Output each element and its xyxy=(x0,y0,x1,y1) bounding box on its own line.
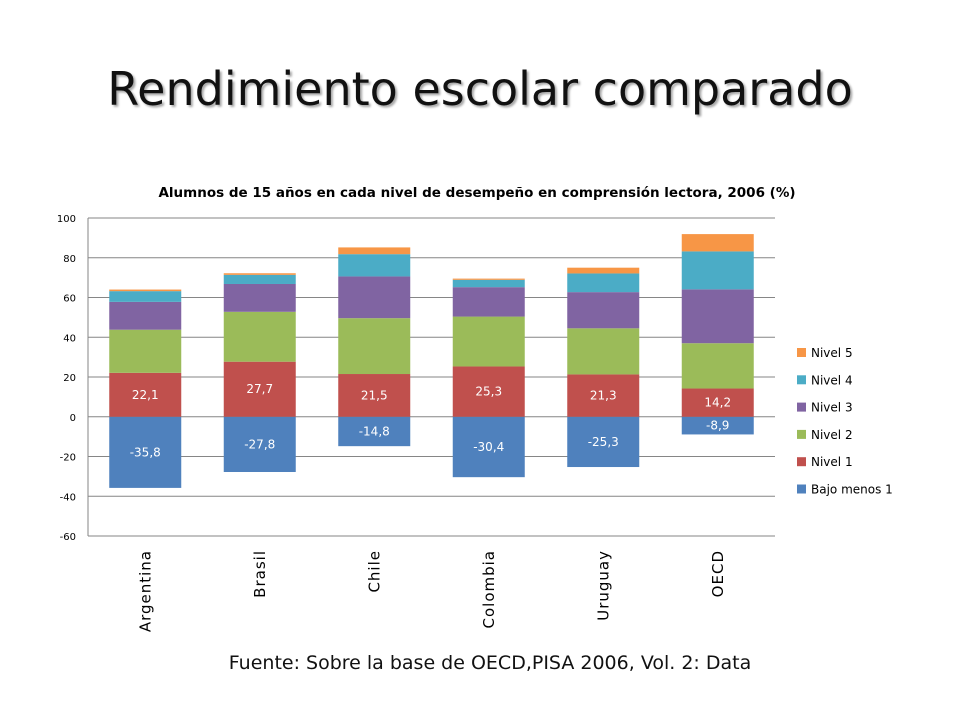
bar-segment xyxy=(681,416,754,435)
data-label: 14,2 xyxy=(704,396,731,410)
y-tick-label: -20 xyxy=(60,453,76,464)
y-tick-label: 0 xyxy=(70,413,76,424)
data-label: -30,4 xyxy=(473,440,504,454)
bar-segment xyxy=(109,301,182,330)
legend-swatch xyxy=(797,348,806,357)
legend-swatch xyxy=(797,457,806,467)
legend-label: Bajo menos 1 xyxy=(811,483,893,497)
y-tick-label: -40 xyxy=(60,492,76,503)
category-label: Brasil xyxy=(251,550,269,598)
bar-segment xyxy=(338,254,411,277)
bar-segment xyxy=(452,279,525,288)
legend-label: Nivel 5 xyxy=(811,346,853,360)
bar-segment xyxy=(567,273,640,293)
bar-segment xyxy=(338,276,411,319)
bar-segment xyxy=(223,361,296,417)
category-label: Chile xyxy=(365,550,383,593)
legend-label: Nivel 2 xyxy=(811,428,853,442)
bar-segment xyxy=(567,292,640,329)
bar-segment xyxy=(681,251,754,290)
bar-segment xyxy=(109,372,182,417)
bar-segment xyxy=(109,329,182,373)
bar-segment xyxy=(681,289,754,344)
bar-segment xyxy=(223,416,296,473)
data-label: 22,1 xyxy=(132,388,159,402)
y-tick-label: 20 xyxy=(63,373,76,384)
chart-title: Alumnos de 15 años en cada nivel de dese… xyxy=(158,185,795,201)
data-label: -27,8 xyxy=(244,437,275,451)
category-label: OECD xyxy=(709,550,727,597)
legend-swatch xyxy=(797,402,806,412)
legend-swatch xyxy=(797,429,806,439)
y-tick-label: -60 xyxy=(60,532,76,543)
bar-segment xyxy=(109,416,182,488)
bar-segment xyxy=(452,316,525,367)
legend-swatch xyxy=(797,484,806,494)
data-label: 27,7 xyxy=(246,382,273,396)
data-label: 25,3 xyxy=(475,385,502,399)
data-label: -35,8 xyxy=(130,445,161,459)
y-tick-label: 80 xyxy=(63,254,76,265)
bar-segment xyxy=(223,311,296,362)
bar-segment xyxy=(567,328,640,375)
y-tick-label: 100 xyxy=(57,214,76,225)
bar-segment xyxy=(452,416,525,478)
bar-segment xyxy=(338,416,411,447)
bar-segment xyxy=(109,291,182,302)
y-tick-label: 60 xyxy=(63,294,76,305)
bar-segment xyxy=(452,278,525,280)
bar-segment xyxy=(567,374,640,417)
category-label: Uruguay xyxy=(594,550,612,621)
data-label: 21,5 xyxy=(361,388,388,402)
bar-segment xyxy=(452,366,525,417)
data-label: -8,9 xyxy=(706,419,729,433)
legend-label: Nivel 3 xyxy=(811,401,853,415)
bar-segment xyxy=(681,343,754,389)
bar-segment xyxy=(338,247,411,255)
bar-segment xyxy=(567,416,640,468)
legend-swatch xyxy=(797,375,806,385)
data-label: 21,3 xyxy=(590,389,617,403)
bar-segment xyxy=(338,318,411,375)
category-label: Argentina xyxy=(136,550,154,632)
data-label: -14,8 xyxy=(359,424,390,438)
y-tick-label: 40 xyxy=(63,333,76,344)
bar-segment xyxy=(452,287,525,317)
bar-segment xyxy=(567,267,640,274)
bar-segment xyxy=(681,234,754,252)
bar-segment xyxy=(223,274,296,284)
legend-label: Nivel 4 xyxy=(811,373,853,387)
bar-segment xyxy=(223,283,296,312)
source-note: Fuente: Sobre la base de OECD,PISA 2006,… xyxy=(228,652,752,674)
stacked-bar-chart: Alumnos de 15 años en cada nivel de dese… xyxy=(57,185,893,632)
legend-label: Nivel 1 xyxy=(811,455,853,469)
bar-segment xyxy=(223,273,296,275)
bar-segment xyxy=(681,388,754,417)
category-label: Colombia xyxy=(480,550,498,629)
bar-segment xyxy=(109,289,182,292)
bar-segment xyxy=(338,374,411,417)
slide-title: Rendimiento escolar comparado xyxy=(107,62,853,116)
data-label: -25,3 xyxy=(588,435,619,449)
